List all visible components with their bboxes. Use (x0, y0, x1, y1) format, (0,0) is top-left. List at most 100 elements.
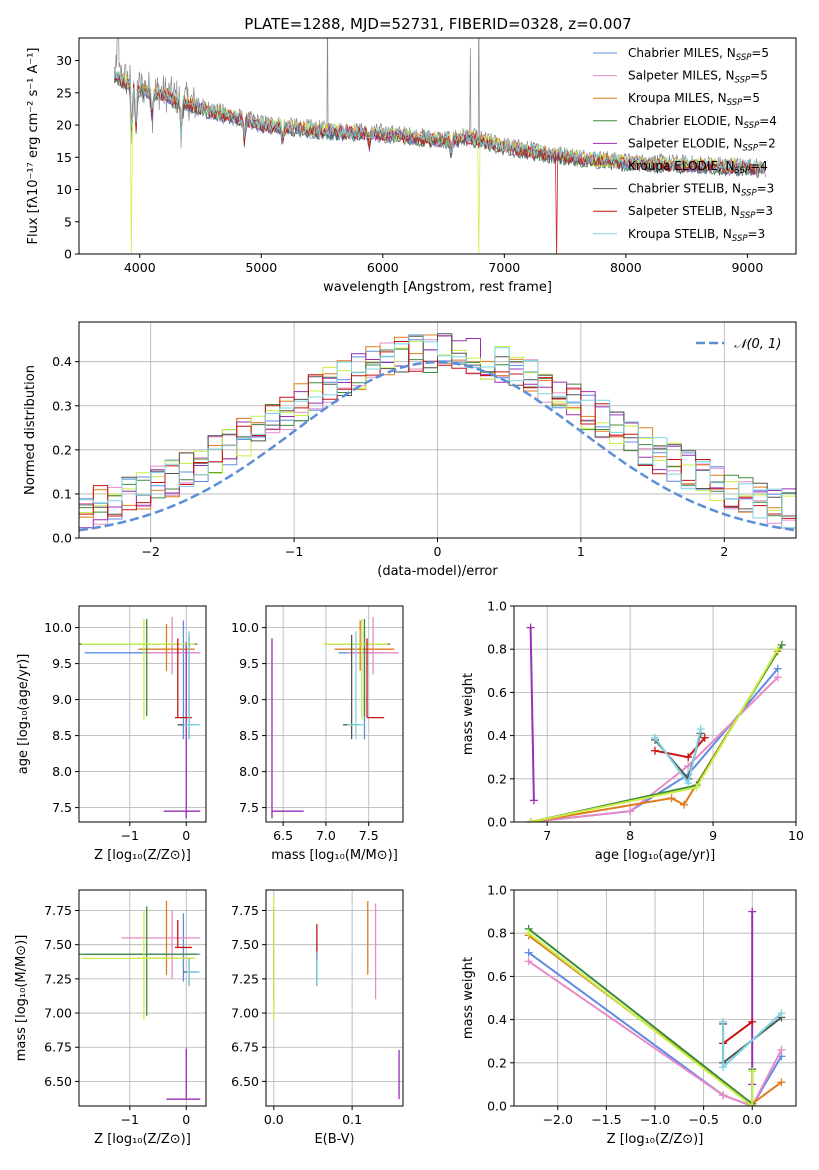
y-tick-label: 6.50 (231, 1074, 259, 1089)
legend-label-kroupa-stelib: Kroupa STELIB, NSSP=3 (628, 227, 765, 244)
mass-weight-marker-kroupa-stelib (719, 1063, 728, 1072)
x-axis-label: age [log₁₀(age/yr)] (595, 848, 716, 863)
y-tick-label: 7.50 (231, 937, 259, 952)
x-axis-label: Z [log₁₀(Z/Z⊙)] (94, 1132, 191, 1147)
legend-label-salpeter-elodie: Salpeter ELODIE, NSSP=2 (628, 136, 776, 153)
y-tick-label: 7.50 (44, 937, 72, 952)
y-tick-label: 0.6 (487, 969, 507, 984)
x-tick-label: 2 (720, 544, 728, 559)
y-tick-label: 7.5 (239, 800, 259, 815)
legend-label-kroupa-miles: Kroupa MILES, NSSP=5 (628, 91, 760, 108)
residual-histogram-salpeter-stelib (79, 341, 796, 519)
y-tick-label: 5 (64, 214, 72, 229)
y-tick-label: 8.5 (239, 728, 259, 743)
residual-hist-plot-area (79, 333, 796, 532)
x-tick-label: 9 (709, 828, 717, 843)
mass-weight-marker-kroupa-elodie (748, 1067, 757, 1076)
x-tick-label: 9000 (731, 260, 763, 275)
mass-weight-vs-z-plot-area (524, 907, 786, 1106)
y-tick-label: 0.0 (487, 815, 507, 830)
x-tick-label: 8000 (610, 260, 642, 275)
legend-label-chabrier-stelib: Chabrier STELIB, NSSP=3 (628, 182, 774, 199)
legend-label-salpeter-miles: Salpeter MILES, NSSP=5 (628, 69, 768, 86)
legend-label-kroupa-elodie: Kroupa ELODIE, NSSP=4 (628, 159, 768, 176)
y-tick-label: 15 (56, 150, 72, 165)
mass-weight-marker-salpeter-miles (777, 1045, 786, 1054)
age-vs-mass-axes: 6.5 7.0 7.5 7.5 8.0 8.5 9.0 9.5 10.0 mass [log₁₀(… (231, 605, 404, 863)
mass-weight-marker-kroupa-stelib (651, 733, 659, 742)
y-tick-label: 1.0 (487, 883, 507, 898)
y-tick-label: 1.0 (487, 599, 507, 614)
mass-weight-vs-age-axes: 7 8 9 10 0.0 0.2 0.4 0.6 0.8 1.0 age [log₁₀(age/yr… (461, 599, 804, 864)
mass-weight-marker-salpeter-stelib (651, 746, 659, 755)
spectrum-frame (78, 37, 797, 255)
mass-weight-marker-kroupa-miles (667, 794, 676, 803)
mass-weight-marker-kroupa-stelib (719, 1017, 728, 1026)
x-tick-label: 0.1 (342, 1112, 362, 1127)
y-tick-label: 0.0 (52, 531, 72, 546)
y-tick-label: 0 (64, 247, 72, 262)
y-tick-label: 0.4 (487, 1012, 507, 1027)
mass-weight-marker-kroupa-stelib (684, 779, 693, 788)
y-axis-label: age [log₁₀(age/yr)] (16, 654, 31, 775)
x-tick-label: −0.5 (688, 1112, 718, 1127)
spectrum-title: PLATE=1288, MJD=52731, FIBERID=0328, z=0… (244, 15, 631, 33)
y-axis-label: mass weight (461, 957, 476, 1039)
mass-weight-marker-kroupa-miles (680, 800, 689, 809)
x-tick-label: 7.5 (359, 828, 379, 843)
x-tick-label: 0.0 (264, 1112, 284, 1127)
spectrum-legend: Chabrier MILES, NSSP=5 Salpeter MILES, NS… (593, 46, 777, 244)
mass-vs-ebv-axes: 0.0 0.1 6.50 6.75 7.00 7.25 7.50 7.75 E(B-V) (231, 889, 404, 1147)
y-tick-label: 6.50 (44, 1074, 72, 1089)
y-tick-label: 0.2 (487, 771, 507, 786)
mass-weight-marker-salpeter-elodie (529, 796, 538, 805)
x-tick-label: 5000 (245, 260, 277, 275)
mass-vs-z-axes: −1 0 6.50 6.75 7.00 7.25 7.50 7.75 Z [log₁₀(Z/Z⊙… (14, 889, 207, 1147)
age-vs-mass-frame (265, 605, 404, 823)
y-tick-label: 9.5 (52, 656, 72, 671)
y-tick-label: 8.5 (52, 728, 72, 743)
y-tick-label: 7.25 (231, 971, 259, 986)
model-spectrum-line-kroupa-miles (113, 67, 766, 176)
mass-weight-vs-age-frame (513, 605, 797, 823)
x-tick-label: 0 (182, 828, 190, 843)
mass-weight-marker-kroupa-elodie (692, 783, 701, 792)
x-axis-label: mass [log₁₀(M/M⊙)] (271, 848, 398, 863)
y-tick-label: 20 (56, 118, 72, 133)
mass-weight-marker-kroupa-elodie (773, 645, 782, 654)
legend-label-chabrier-elodie: Chabrier ELODIE, NSSP=4 (628, 114, 777, 131)
mass-weight-marker-chabrier-elodie (777, 640, 786, 649)
y-tick-label: 6.75 (231, 1040, 259, 1055)
mass-vs-z-plot-area (79, 900, 201, 1100)
residual-histogram-kroupa-stelib (79, 334, 796, 529)
mass-weight-marker-kroupa-stelib (696, 725, 705, 734)
x-tick-label: −1 (121, 828, 139, 843)
y-axis-label: mass weight (461, 673, 476, 755)
mass-vs-z-frame (78, 889, 207, 1107)
x-tick-label: 4000 (124, 260, 156, 275)
mass-weight-marker-salpeter-stelib (684, 753, 693, 762)
y-tick-label: 25 (56, 85, 72, 100)
mass-weight-marker-salpeter-miles (719, 1091, 728, 1100)
legend-label-salpeter-stelib: Salpeter STELIB, NSSP=3 (628, 204, 773, 221)
mass-weight-marker-salpeter-miles (773, 673, 782, 682)
normal-distribution-curve (79, 360, 796, 532)
y-tick-label: 0.6 (487, 685, 507, 700)
y-tick-label: 30 (56, 53, 72, 68)
age-vs-z-axes: −1 0 7.5 8.0 8.5 9.0 9.5 10.0 Z [log₁₀(Z/Z⊙)] age… (16, 605, 207, 863)
x-tick-label: −1.5 (591, 1112, 621, 1127)
y-tick-label: 9.0 (239, 692, 259, 707)
mass-weight-vs-age-plot-area (526, 623, 786, 822)
x-axis-label: Z [log₁₀(Z/Z⊙)] (94, 848, 191, 863)
y-axis-label: Flux [fλ10⁻¹⁷ erg cm⁻² s⁻¹ A⁻¹] (26, 48, 41, 245)
x-tick-label: 1 (577, 544, 585, 559)
y-tick-label: 10.0 (231, 620, 259, 635)
x-tick-label: 7000 (488, 260, 520, 275)
y-tick-label: 8.0 (52, 764, 72, 779)
x-axis-label: (data-model)/error (377, 564, 498, 579)
x-tick-label: −1 (121, 1112, 139, 1127)
age-vs-z-frame (78, 605, 207, 823)
y-tick-label: 7.5 (52, 800, 72, 815)
mass-weight-line-salpeter-miles (530, 676, 779, 822)
